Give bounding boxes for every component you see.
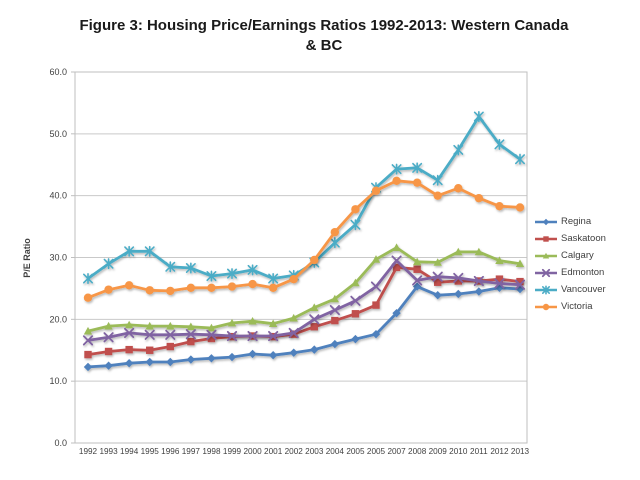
svg-text:2010: 2010: [449, 447, 468, 456]
legend-label: Victoria: [561, 301, 593, 312]
legend-label: Edmonton: [561, 267, 605, 278]
legend-label: Saskatoon: [561, 233, 606, 244]
series-edmonton: [82, 255, 526, 346]
svg-text:2011: 2011: [470, 447, 488, 456]
legend-label: Regina: [561, 216, 592, 227]
legend-swatch-asterisk-icon: [535, 285, 557, 294]
legend-swatch-triangle-icon: [535, 252, 557, 259]
svg-text:2004: 2004: [326, 447, 345, 456]
svg-text:20.0: 20.0: [49, 314, 67, 324]
series-victoria: [83, 176, 525, 302]
svg-text:2005: 2005: [346, 447, 365, 456]
legend-item-edmonton: Edmonton: [533, 264, 637, 281]
svg-text:50.0: 50.0: [49, 129, 67, 139]
legend-item-calgary: Calgary: [533, 247, 637, 264]
svg-text:40.0: 40.0: [49, 191, 67, 201]
svg-text:2002: 2002: [285, 447, 304, 456]
svg-text:1998: 1998: [202, 447, 221, 456]
svg-text:1994: 1994: [120, 447, 139, 456]
legend-item-saskatoon: Saskatoon: [533, 230, 637, 247]
svg-text:0.0: 0.0: [54, 438, 67, 448]
legend-swatch-circle-icon: [535, 303, 557, 310]
legend-item-regina: Regina: [533, 213, 637, 230]
svg-text:2013: 2013: [511, 447, 530, 456]
svg-text:1996: 1996: [161, 447, 180, 456]
legend-label: Calgary: [561, 250, 594, 261]
legend-swatch-diamond-icon: [535, 218, 557, 225]
chart-legend: Regina Saskatoon Calgary Edmonton Vancouver V…: [533, 213, 637, 315]
series-calgary: [83, 243, 525, 335]
svg-text:2012: 2012: [490, 447, 509, 456]
x-axis-labels: 1992 1993 1994 1995 1996 1997 1998 1999 2000 2001…: [79, 447, 530, 456]
svg-text:2000: 2000: [243, 447, 262, 456]
svg-text:2003: 2003: [305, 447, 324, 456]
legend-swatch-x-icon: [535, 268, 557, 277]
chart-title: Figure 3: Housing Price/Earnings Ratios …: [79, 17, 569, 55]
svg-text:1993: 1993: [99, 447, 118, 456]
svg-text:2008: 2008: [408, 447, 427, 456]
legend-swatch-square-icon: [535, 235, 557, 242]
svg-text:2007: 2007: [387, 447, 406, 456]
svg-text:1992: 1992: [79, 447, 98, 456]
svg-text:2001: 2001: [264, 447, 283, 456]
svg-text:1995: 1995: [141, 447, 160, 456]
y-axis-title: P/E Ratio: [22, 238, 32, 278]
legend-item-victoria: Victoria: [533, 298, 637, 315]
svg-text:30.0: 30.0: [49, 253, 67, 263]
svg-text:2009: 2009: [429, 447, 448, 456]
svg-text:10.0: 10.0: [49, 376, 67, 386]
svg-text:60.0: 60.0: [49, 67, 67, 77]
svg-text:2005: 2005: [367, 447, 386, 456]
svg-text:1997: 1997: [182, 447, 201, 456]
svg-text:1999: 1999: [223, 447, 242, 456]
y-axis-labels: 0.0 10.0 20.0 30.0 40.0 50.0 60.0: [49, 67, 75, 448]
legend-label: Vancouver: [561, 284, 606, 295]
legend-item-vancouver: Vancouver: [533, 281, 637, 298]
